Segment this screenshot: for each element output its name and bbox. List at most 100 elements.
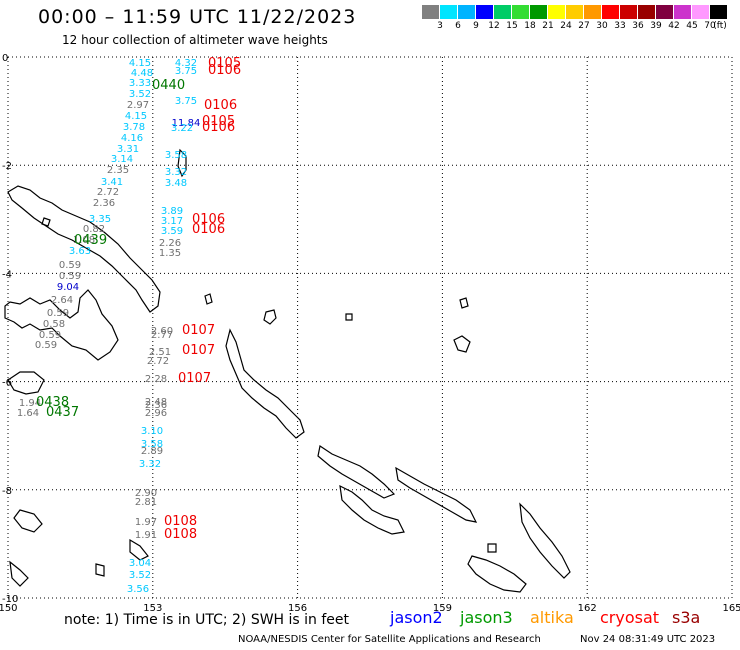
page-title: 00:00 – 11:59 UTC 11/22/2023 xyxy=(38,6,357,28)
colorbar-label: 15 xyxy=(506,21,518,31)
legend-entry-s3a: s3a xyxy=(672,608,701,627)
coastline-islet-9 xyxy=(9,560,29,587)
wave-height-label: 3.35 xyxy=(89,214,111,225)
wave-height-label: 2.90 xyxy=(135,488,157,499)
colorbar-label: 70 xyxy=(704,21,716,31)
wave-height-label: 3.41 xyxy=(101,177,123,188)
wave-height-label: 9.04 xyxy=(57,282,79,293)
wave-height-label: 0.59 xyxy=(59,271,81,282)
colorbar-label: 42 xyxy=(668,21,680,31)
wave-height-label: 2.97 xyxy=(127,100,149,111)
pass-time-label: 0106 xyxy=(202,120,235,135)
wave-height-label: 1.08 xyxy=(73,235,95,246)
coastline-choiseul xyxy=(317,445,396,499)
pass-time-label: 0106 xyxy=(204,98,237,113)
pass-time-label: 0107 xyxy=(182,343,215,358)
wave-height-label: 0.59 xyxy=(39,330,61,341)
pass-time-label: 0105 xyxy=(208,56,241,71)
colorbar-swatch xyxy=(494,5,512,19)
wave-height-label: 4.15 xyxy=(129,58,151,69)
colorbar-swatch xyxy=(584,5,602,19)
wave-height-label: 3.56 xyxy=(127,584,149,595)
wave-height-label: 3.32 xyxy=(165,167,187,178)
colorbar-label: 33 xyxy=(614,21,626,31)
colorbar-swatch xyxy=(620,5,638,19)
wave-height-label: 3.52 xyxy=(129,89,151,100)
wave-height-label: 3.32 xyxy=(139,459,161,470)
colorbar-swatch xyxy=(530,5,548,19)
wave-height-label: 3.75 xyxy=(175,66,197,77)
wave-height-label: 3.52 xyxy=(129,570,151,581)
wave-height-label: 3.58 xyxy=(165,150,187,161)
colorbar-label: 27 xyxy=(578,21,590,31)
wave-height-label: 1.91 xyxy=(135,530,157,541)
wave-height-label: 2.48 xyxy=(145,397,167,408)
y-tick-label: -8 xyxy=(2,486,12,497)
wave-height-label: 3.59 xyxy=(161,226,183,237)
wave-height-label: 3.78 xyxy=(123,122,145,133)
coastline-islet-11 xyxy=(41,217,51,227)
wave-height-label: 1.64 xyxy=(17,408,39,419)
x-tick-label: 159 xyxy=(433,603,452,614)
wave-height-label: 11.84 xyxy=(172,118,201,129)
pass-time-label: 0106 xyxy=(192,212,225,227)
credit-line: NOAA/NESDIS Center for Satellite Applica… xyxy=(238,634,541,645)
pass-time-label: 0107 xyxy=(178,371,211,386)
coastline-bougainville xyxy=(225,328,305,439)
colorbar-swatch xyxy=(422,5,440,19)
coastline-islet-8 xyxy=(129,538,149,561)
x-tick-label: 150 xyxy=(0,603,18,614)
wave-height-label: 3.33 xyxy=(129,78,151,89)
wave-height-label: 1.97 xyxy=(135,517,157,528)
generated-timestamp: Nov 24 08:31:49 UTC 2023 xyxy=(580,634,716,645)
coastline-islet-2 xyxy=(453,335,471,353)
wave-height-label: 2.77 xyxy=(151,330,173,341)
wave-height-label: 2.72 xyxy=(97,187,119,198)
colorbar-label: 30 xyxy=(596,21,608,31)
coastline-islet-7 xyxy=(95,563,105,577)
coastline-islet-5 xyxy=(204,293,213,305)
colorbar-label: 21 xyxy=(542,21,554,31)
coastline-islet-3 xyxy=(459,297,469,309)
coastline-new-ireland xyxy=(7,185,161,313)
colorbar-swatch xyxy=(656,5,674,19)
wave-height-label: 3.14 xyxy=(111,154,133,165)
wave-height-label: 4.32 xyxy=(175,58,197,69)
colorbar-labels: 3 6 9 12 15 18 21 24 27 30 33 36 39 42 45 70 (ft) xyxy=(422,21,732,33)
wave-height-label: 3.04 xyxy=(129,558,151,569)
wave-height-label: 2.51 xyxy=(149,347,171,358)
wave-height-label: 3.58 xyxy=(141,439,163,450)
x-tick-label: 153 xyxy=(143,603,162,614)
map-grid xyxy=(7,56,733,599)
coastline-islet-12 xyxy=(177,148,187,178)
coastline-new-britain xyxy=(4,289,119,361)
wave-height-label: 2.89 xyxy=(141,446,163,457)
coastline-islet-6 xyxy=(13,509,43,533)
colorbar-swatch xyxy=(692,5,710,19)
wave-height-label: 3.17 xyxy=(161,216,183,227)
colorbar-label: 9 xyxy=(473,21,479,31)
colorbar-label: 39 xyxy=(650,21,662,31)
wave-height-label: 3.63 xyxy=(69,246,91,257)
wave-height-label: 2.96 xyxy=(145,408,167,419)
legend-entry-jason2: jason2 xyxy=(390,608,443,627)
page-subtitle: 12 hour collection of altimeter wave hei… xyxy=(62,33,328,47)
coastline-santa-isabel xyxy=(395,466,478,523)
wave-height-label: 1.94 xyxy=(19,398,41,409)
coastline-islet-1 xyxy=(263,309,277,325)
colorbar-label: 36 xyxy=(632,21,644,31)
coastline-malaita xyxy=(519,502,571,579)
wave-height-label: 4.16 xyxy=(121,133,143,144)
wave-height-label: 2.64 xyxy=(51,295,73,306)
pass-time-label: 0108 xyxy=(164,514,197,529)
wave-height-label: 1.35 xyxy=(159,248,181,259)
wave-height-label: 0.58 xyxy=(43,319,65,330)
pass-time-label: 0437 xyxy=(46,405,79,420)
colorbar-swatch xyxy=(566,5,584,19)
colorbar-label: 3 xyxy=(437,21,443,31)
wave-height-label: 2.36 xyxy=(145,400,167,411)
colorbar-unit: (ft) xyxy=(713,21,727,31)
colorbar-swatch xyxy=(674,5,692,19)
colorbar-swatch xyxy=(512,5,530,19)
y-tick-label: -2 xyxy=(2,161,12,172)
